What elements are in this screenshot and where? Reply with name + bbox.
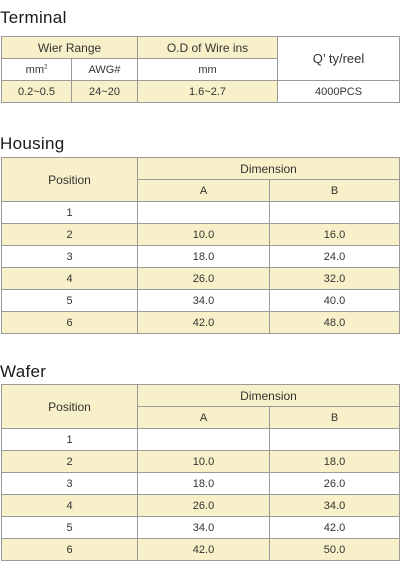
housing-a-cell	[137, 201, 270, 224]
housing-a-cell: 26.0	[137, 267, 270, 290]
table-row: 4 26.0 32.0	[1, 267, 400, 290]
housing-position-cell: 1	[1, 201, 138, 224]
housing-b-cell: 48.0	[268, 311, 400, 334]
table-row: 6 42.0 48.0	[1, 311, 400, 334]
housing-table: Position Dimension A B 1 2 10.0 16.0 3 1…	[1, 157, 400, 334]
wafer-position-cell: 3	[1, 472, 138, 495]
housing-col-a-header: A	[137, 179, 270, 202]
wafer-col-a-header: A	[137, 406, 270, 429]
wafer-col-b-header: B	[268, 406, 400, 429]
qty-value-cell: 4000PCS	[277, 80, 400, 103]
housing-position-cell: 5	[1, 289, 138, 312]
table-row: 5 34.0 40.0	[1, 289, 400, 312]
housing-a-cell: 18.0	[137, 245, 270, 268]
wafer-b-cell: 34.0	[268, 494, 400, 517]
housing-position-cell: 6	[1, 311, 138, 334]
mm-range-cell: 0.2~0.5	[1, 80, 72, 103]
housing-b-cell: 32.0	[268, 267, 400, 290]
housing-a-cell: 42.0	[137, 311, 270, 334]
housing-position-cell: 4	[1, 267, 138, 290]
od-wire-header: O.D of Wire ins	[137, 36, 279, 59]
table-row: 2 10.0 18.0	[1, 450, 400, 473]
wafer-b-cell: 26.0	[268, 472, 400, 495]
wafer-b-cell	[268, 428, 400, 451]
wafer-a-cell: 26.0	[137, 494, 270, 517]
housing-title: Housing	[0, 134, 65, 153]
wafer-title: Wafer	[0, 362, 47, 381]
squared-superscript: 2	[43, 63, 48, 70]
housing-a-cell: 10.0	[137, 223, 270, 246]
housing-col-b-header: B	[268, 179, 400, 202]
awg-range-cell: 24~20	[70, 80, 139, 103]
od-range-cell: 1.6~2.7	[137, 80, 279, 103]
wafer-position-cell: 2	[1, 450, 138, 473]
wafer-b-cell: 50.0	[268, 538, 400, 561]
wafer-position-header: Position	[1, 384, 138, 429]
table-row: 1	[1, 201, 400, 224]
table-row: 3 18.0 26.0	[1, 472, 400, 495]
housing-a-cell: 34.0	[137, 289, 270, 312]
table-row: 4 26.0 34.0	[1, 494, 400, 517]
od-unit-cell: mm	[137, 58, 279, 81]
qty-reel-header: Q’ ty/reel	[277, 36, 400, 81]
wire-range-header: Wier Range	[0, 36, 139, 59]
wafer-b-cell: 42.0	[268, 516, 400, 539]
wafer-dimension-header: Dimension	[136, 384, 400, 407]
wafer-table: Position Dimension A B 1 2 10.0 18.0 3 1…	[1, 384, 400, 561]
housing-b-cell: 40.0	[268, 289, 400, 312]
wafer-a-cell: 10.0	[137, 450, 270, 473]
wafer-position-cell: 4	[1, 494, 138, 517]
housing-dimension-header: Dimension	[136, 157, 400, 180]
wafer-b-cell: 18.0	[268, 450, 400, 473]
wafer-a-cell: 18.0	[137, 472, 270, 495]
terminal-title: Terminal	[0, 8, 67, 27]
wafer-position-cell: 6	[1, 538, 138, 561]
table-row: 6 42.0 50.0	[1, 538, 400, 561]
housing-b-cell: 24.0	[268, 245, 400, 268]
housing-b-cell: 16.0	[268, 223, 400, 246]
housing-position-cell: 3	[1, 245, 138, 268]
table-row: 5 34.0 42.0	[1, 516, 400, 539]
wafer-position-cell: 5	[1, 516, 138, 539]
table-row: 2 10.0 16.0	[1, 223, 400, 246]
wafer-a-cell: 34.0	[137, 516, 270, 539]
table-row: 1	[1, 428, 400, 451]
awg-unit-cell: AWG#	[70, 58, 139, 81]
wafer-a-cell: 42.0	[137, 538, 270, 561]
housing-position-header: Position	[1, 157, 138, 202]
housing-b-cell	[268, 201, 400, 224]
terminal-table: Wier Range O.D of Wire ins Q’ ty/reel mm…	[0, 36, 400, 103]
mm-unit-cell: mm2	[1, 58, 72, 81]
table-row: 3 18.0 24.0	[1, 245, 400, 268]
wafer-position-cell: 1	[1, 428, 138, 451]
housing-position-cell: 2	[1, 223, 138, 246]
mm-unit-label: mm	[25, 63, 44, 76]
wafer-a-cell	[137, 428, 270, 451]
